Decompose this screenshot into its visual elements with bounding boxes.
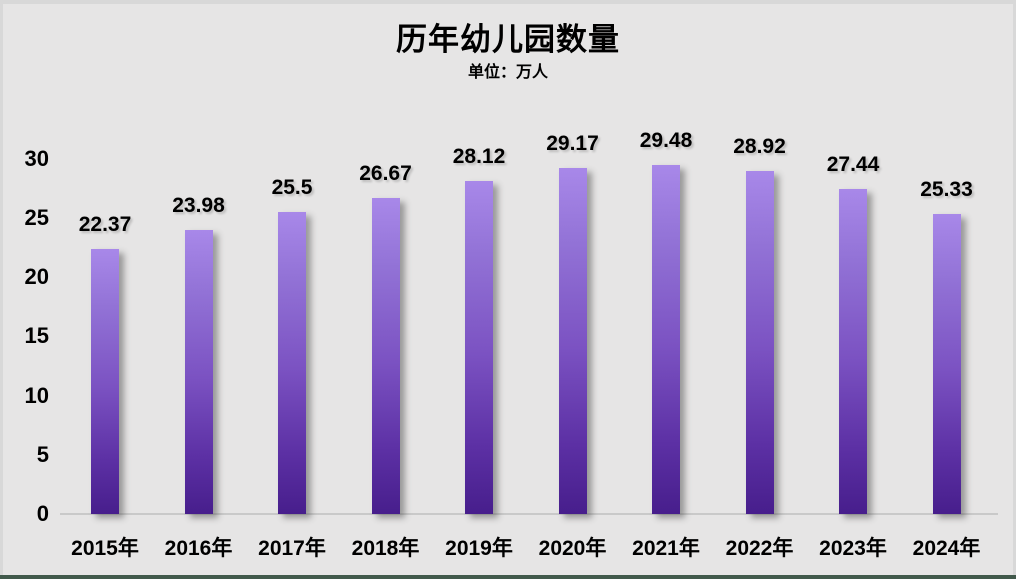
x-axis-label: 2016年: [164, 537, 233, 560]
bar-2018年: [371, 197, 400, 514]
x-axis-label: 2022年: [725, 537, 794, 560]
bar-value-label: 25.33: [920, 177, 973, 201]
x-axis-label: 2021年: [632, 537, 700, 560]
bar-2021年: [652, 164, 680, 514]
chart-surface: 历年幼儿园数量 单位：万人 0 5 10 15 20 25 30 22.37 23.98 25.…: [3, 4, 1013, 575]
x-axis-label: 2024年: [912, 537, 981, 560]
bar-2023年: [839, 188, 867, 514]
bar-2016年: [184, 229, 213, 514]
y-axis-tick-label: 20: [24, 264, 49, 289]
x-axis-label: 2020年: [538, 537, 607, 560]
bar-value-label: 28.92: [733, 135, 786, 159]
bar-2020年: [558, 168, 587, 514]
y-axis-tick-label: 30: [24, 145, 49, 171]
bar-2019年: [465, 180, 493, 514]
bar-value-label: 29.48: [639, 128, 693, 152]
bar-value-label: 22.37: [78, 212, 132, 236]
bar-value-label: 23.98: [172, 193, 225, 217]
bar-2017年: [278, 211, 306, 514]
chart-subtitle: 单位：万人: [467, 64, 548, 81]
y-axis-tick-label: 10: [24, 382, 49, 408]
y-axis-tick-label: 0: [36, 501, 49, 526]
bar-value-label: 27.44: [826, 152, 880, 176]
bar-value-label: 25.5: [271, 175, 313, 199]
bar-value-label: 26.67: [359, 161, 412, 185]
bar-value-label: 28.12: [452, 144, 506, 168]
bar-2024年: [932, 213, 961, 514]
bar-2022年: [745, 171, 774, 514]
x-axis-label: 2015年: [71, 537, 139, 560]
x-axis-line: [60, 513, 998, 515]
bar-value-label: 29.17: [546, 132, 599, 156]
y-axis-tick-label: 15: [24, 323, 49, 349]
bar-2015年: [91, 248, 119, 514]
chart-title: 历年幼儿园数量: [396, 22, 620, 57]
bottom-edge-strip: [0, 575, 1016, 579]
y-axis-tick-label: 25: [24, 204, 49, 230]
plot-area: 0 5 10 15 20 25 30 22.37 23.98 25.5 26.67 28.12 29.…: [3, 4, 1013, 575]
x-axis-label: 2017年: [258, 537, 326, 560]
x-axis-label: 2023年: [819, 537, 887, 560]
y-axis-tick-label: 5: [36, 441, 49, 467]
x-axis-label: 2018年: [351, 537, 420, 560]
x-axis-label: 2019年: [445, 537, 513, 560]
